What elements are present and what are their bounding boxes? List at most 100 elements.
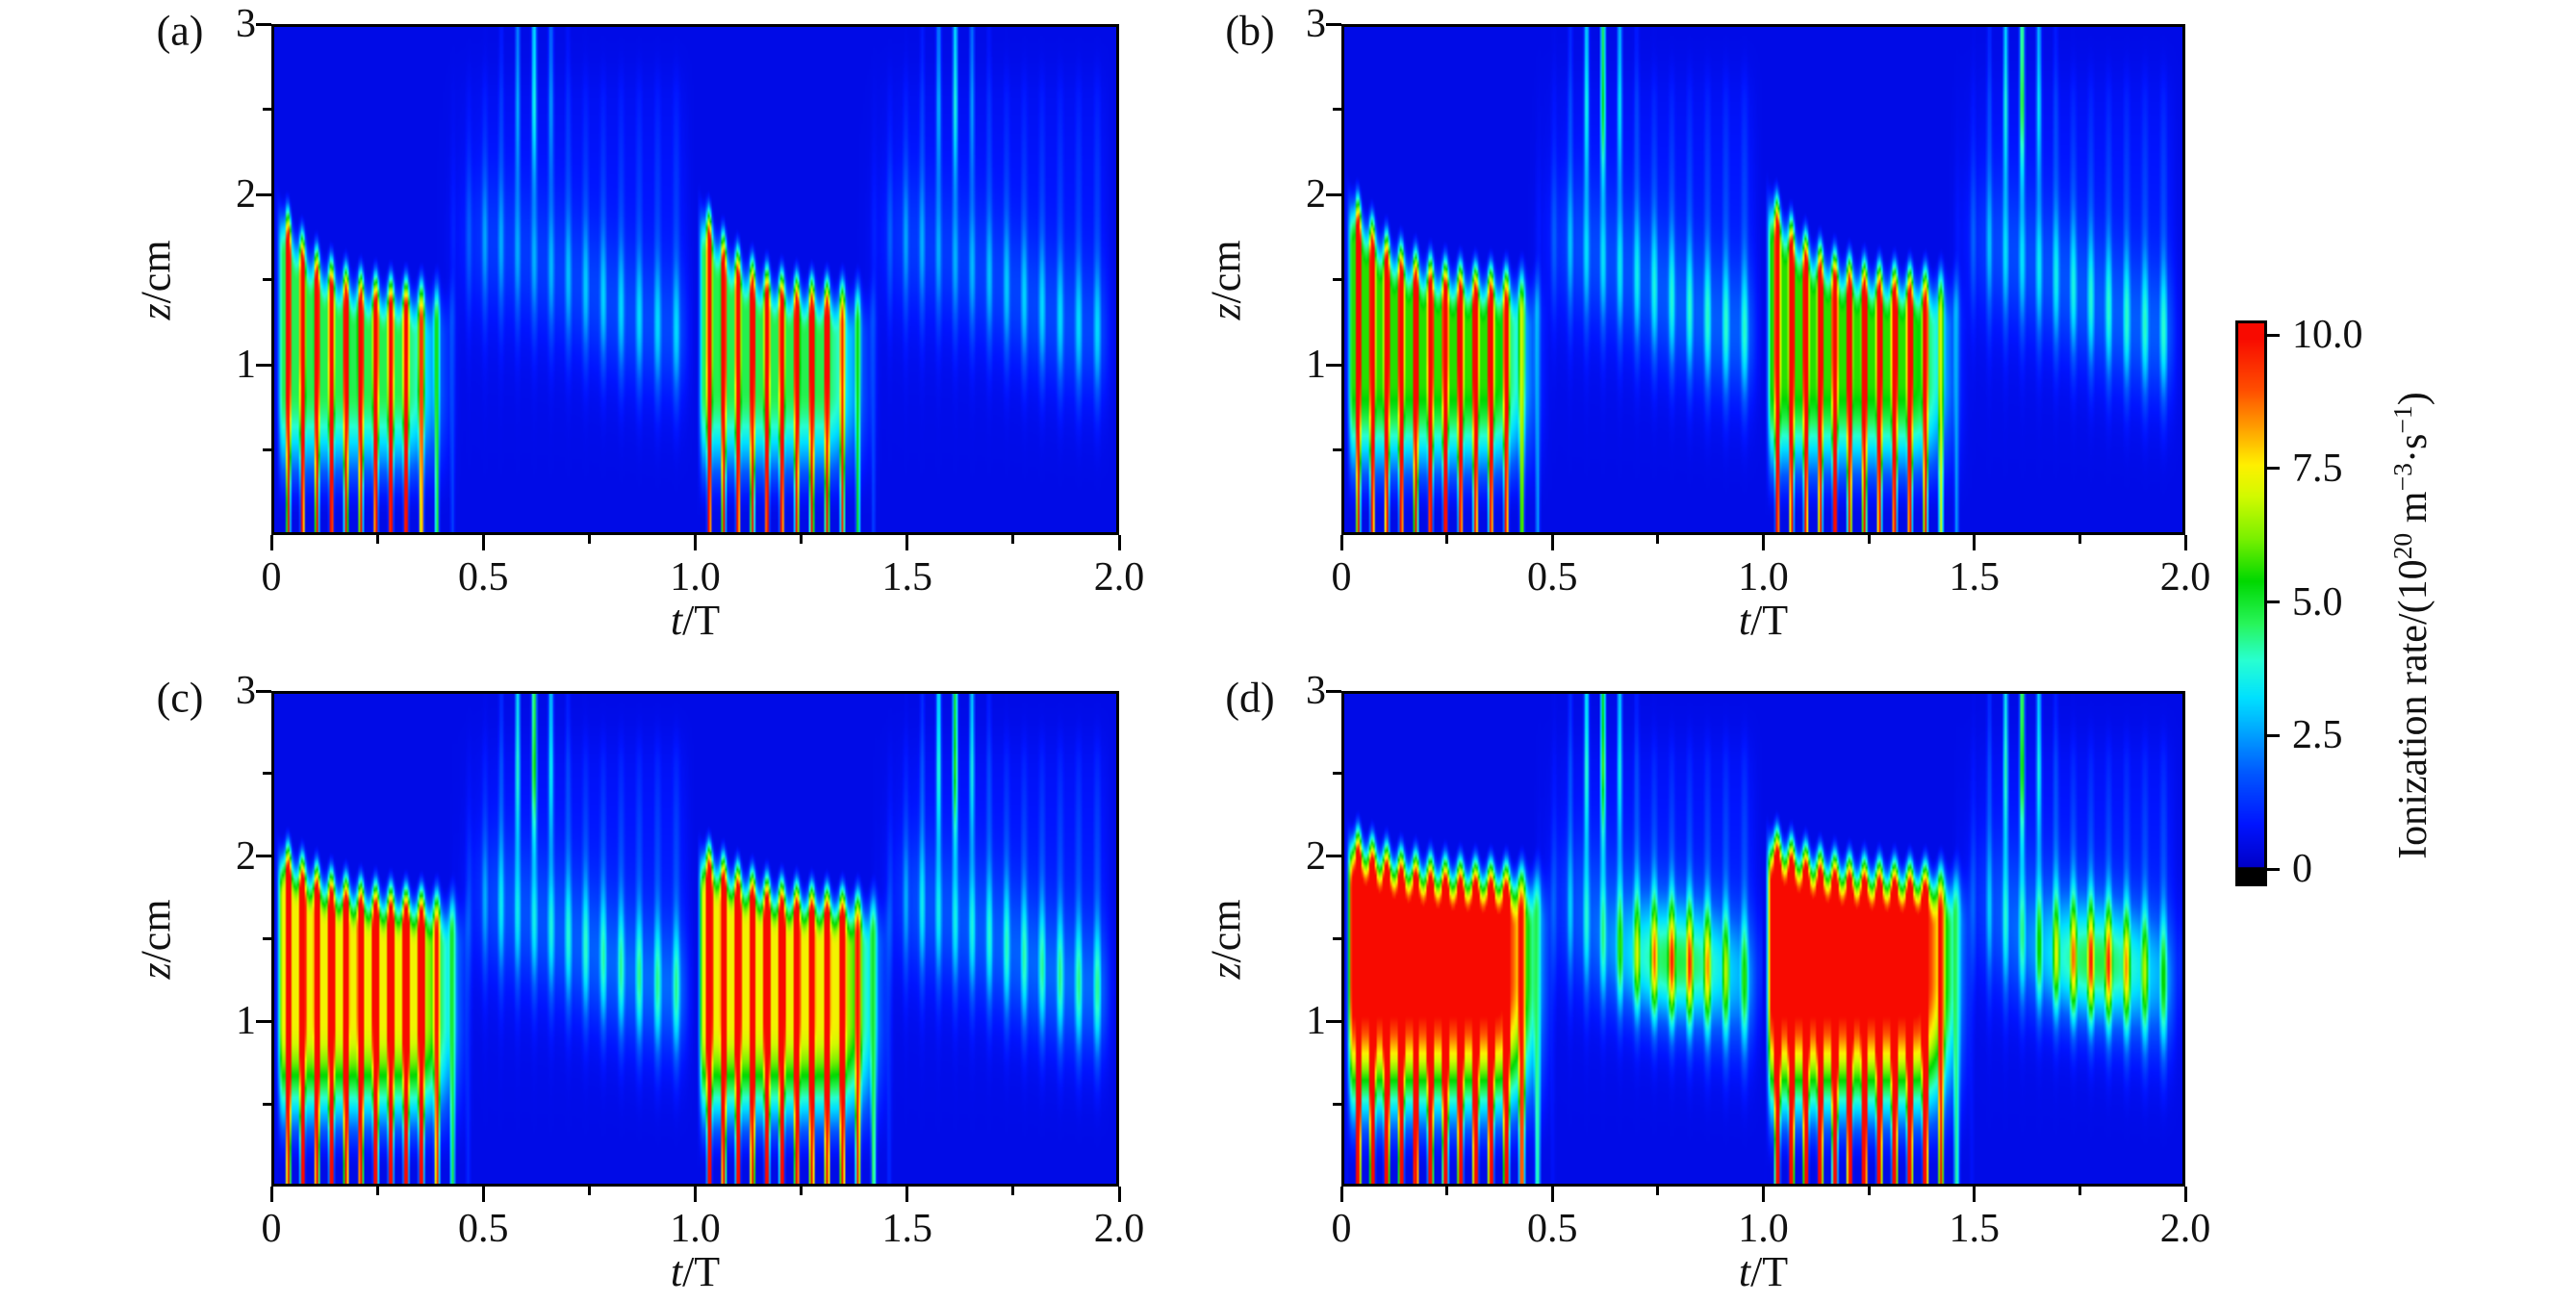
x-tick-label: 1.0 [1738, 1207, 1789, 1251]
heatmap-plot-a [271, 24, 1119, 535]
y-axis-label-unit: /cm [1202, 239, 1250, 303]
x-tick-minor [800, 535, 803, 544]
y-axis-label-symbol: z [132, 961, 180, 980]
colorbar-gradient [2235, 320, 2267, 886]
x-tick-major [905, 1187, 909, 1202]
y-tick-minor [1333, 108, 1341, 111]
x-tick-major [1550, 535, 1554, 550]
y-tick-label: 1 [236, 343, 256, 387]
x-tick-major [1339, 1187, 1343, 1202]
y-tick-label: 2 [1306, 172, 1326, 217]
heatmap-plot-b [1341, 24, 2185, 535]
y-tick-minor [263, 108, 271, 111]
x-tick-minor [375, 535, 379, 544]
x-tick-label: 0 [1331, 555, 1352, 600]
x-tick-major [1117, 535, 1121, 550]
heatmap-plot-c [271, 691, 1119, 1187]
colorbar-tick [2267, 467, 2280, 471]
x-axis-label-symbol: t [1738, 597, 1751, 644]
x-tick-major [1550, 1187, 1554, 1202]
x-axis-label-symbol: t [1738, 1248, 1751, 1295]
x-tick-major [2183, 1187, 2187, 1202]
y-tick-label: 3 [236, 669, 256, 713]
panel-label-b: (b) [1225, 7, 1275, 55]
heatmap-plot-d [1341, 691, 2185, 1187]
x-tick-major [1117, 1187, 1121, 1202]
colorbar-tick-label: 2.5 [2292, 713, 2343, 758]
y-tick-major [256, 1019, 271, 1023]
x-tick-minor [2078, 1187, 2081, 1195]
y-tick-label: 3 [236, 2, 256, 46]
colorbar-tick-label: 10.0 [2292, 313, 2363, 357]
x-tick-major [1762, 1187, 1765, 1202]
colorbar-tick [2267, 600, 2280, 603]
x-tick-label: 1.0 [670, 1207, 721, 1251]
x-tick-label: 0.5 [458, 1207, 509, 1251]
x-tick-label: 1.5 [881, 555, 933, 600]
x-tick-minor [1011, 1187, 1015, 1195]
x-axis-label-unit: /T [682, 597, 721, 644]
x-tick-label: 2.0 [2159, 555, 2211, 600]
x-axis-label-d: t/T [1739, 1250, 1788, 1294]
heatmap-canvas-b [1344, 27, 2182, 532]
panel-label-d: (d) [1225, 674, 1275, 722]
x-tick-major [269, 535, 273, 550]
y-tick-major [256, 363, 271, 367]
x-tick-minor [1445, 535, 1449, 544]
panel-label-a: (a) [156, 7, 204, 55]
x-tick-label: 2.0 [1093, 1207, 1145, 1251]
colorbar-canvas [2238, 323, 2264, 883]
x-axis-label-unit: /T [1750, 1248, 1789, 1295]
x-tick-label: 0.5 [1527, 555, 1578, 600]
y-tick-minor [1333, 1102, 1341, 1106]
x-tick-minor [587, 1187, 591, 1195]
x-tick-minor [1445, 1187, 1449, 1195]
y-tick-major [256, 192, 271, 196]
colorbar-label-text: m [2391, 491, 2436, 533]
x-axis-label-symbol: t [670, 597, 683, 644]
y-tick-minor [1333, 937, 1341, 940]
y-tick-label: 2 [236, 833, 256, 879]
x-tick-label: 1.0 [670, 555, 721, 600]
y-tick-minor [263, 937, 271, 940]
y-tick-major [1326, 192, 1341, 196]
y-tick-label: 3 [1306, 669, 1326, 713]
x-tick-major [269, 1187, 273, 1202]
y-tick-major [1326, 22, 1341, 26]
heatmap-canvas-a [274, 27, 1116, 532]
x-tick-minor [587, 535, 591, 544]
colorbar-label-superscript: 20 [2386, 532, 2417, 560]
x-tick-label: 0.5 [1527, 1207, 1578, 1251]
y-axis-label-unit: /cm [1202, 898, 1250, 962]
y-tick-minor [263, 772, 271, 776]
x-axis-label-unit: /T [1750, 597, 1789, 644]
x-tick-minor [1867, 535, 1871, 544]
colorbar-tick-label: 0 [2292, 847, 2312, 891]
x-axis-label-unit: /T [682, 1248, 721, 1295]
x-tick-label: 0.5 [458, 555, 509, 600]
x-tick-label: 0 [1331, 1207, 1352, 1251]
y-tick-minor [1333, 772, 1341, 776]
y-axis-label-symbol: z [1202, 302, 1250, 320]
y-tick-minor [1333, 278, 1341, 281]
x-tick-minor [1656, 535, 1660, 544]
x-tick-minor [375, 1187, 379, 1195]
y-tick-major [256, 22, 271, 26]
x-tick-minor [1656, 1187, 1660, 1195]
x-axis-label-symbol: t [670, 1248, 683, 1295]
y-axis-label-unit: /cm [132, 239, 180, 303]
x-tick-minor [1867, 1187, 1871, 1195]
y-tick-label: 1 [1306, 343, 1326, 387]
y-tick-major [1326, 1019, 1341, 1023]
x-tick-major [481, 535, 485, 550]
colorbar-tick [2267, 333, 2280, 337]
heatmap-canvas-d [1344, 694, 2182, 1184]
x-tick-label: 1.0 [1738, 555, 1789, 600]
y-tick-minor [1333, 448, 1341, 451]
colorbar-label-text: ) [2391, 392, 2436, 406]
colorbar-label-superscript: −1 [2386, 405, 2417, 434]
x-tick-label: 2.0 [1093, 555, 1145, 600]
y-axis-label-symbol: z [1202, 961, 1250, 980]
x-tick-minor [2078, 535, 2081, 544]
